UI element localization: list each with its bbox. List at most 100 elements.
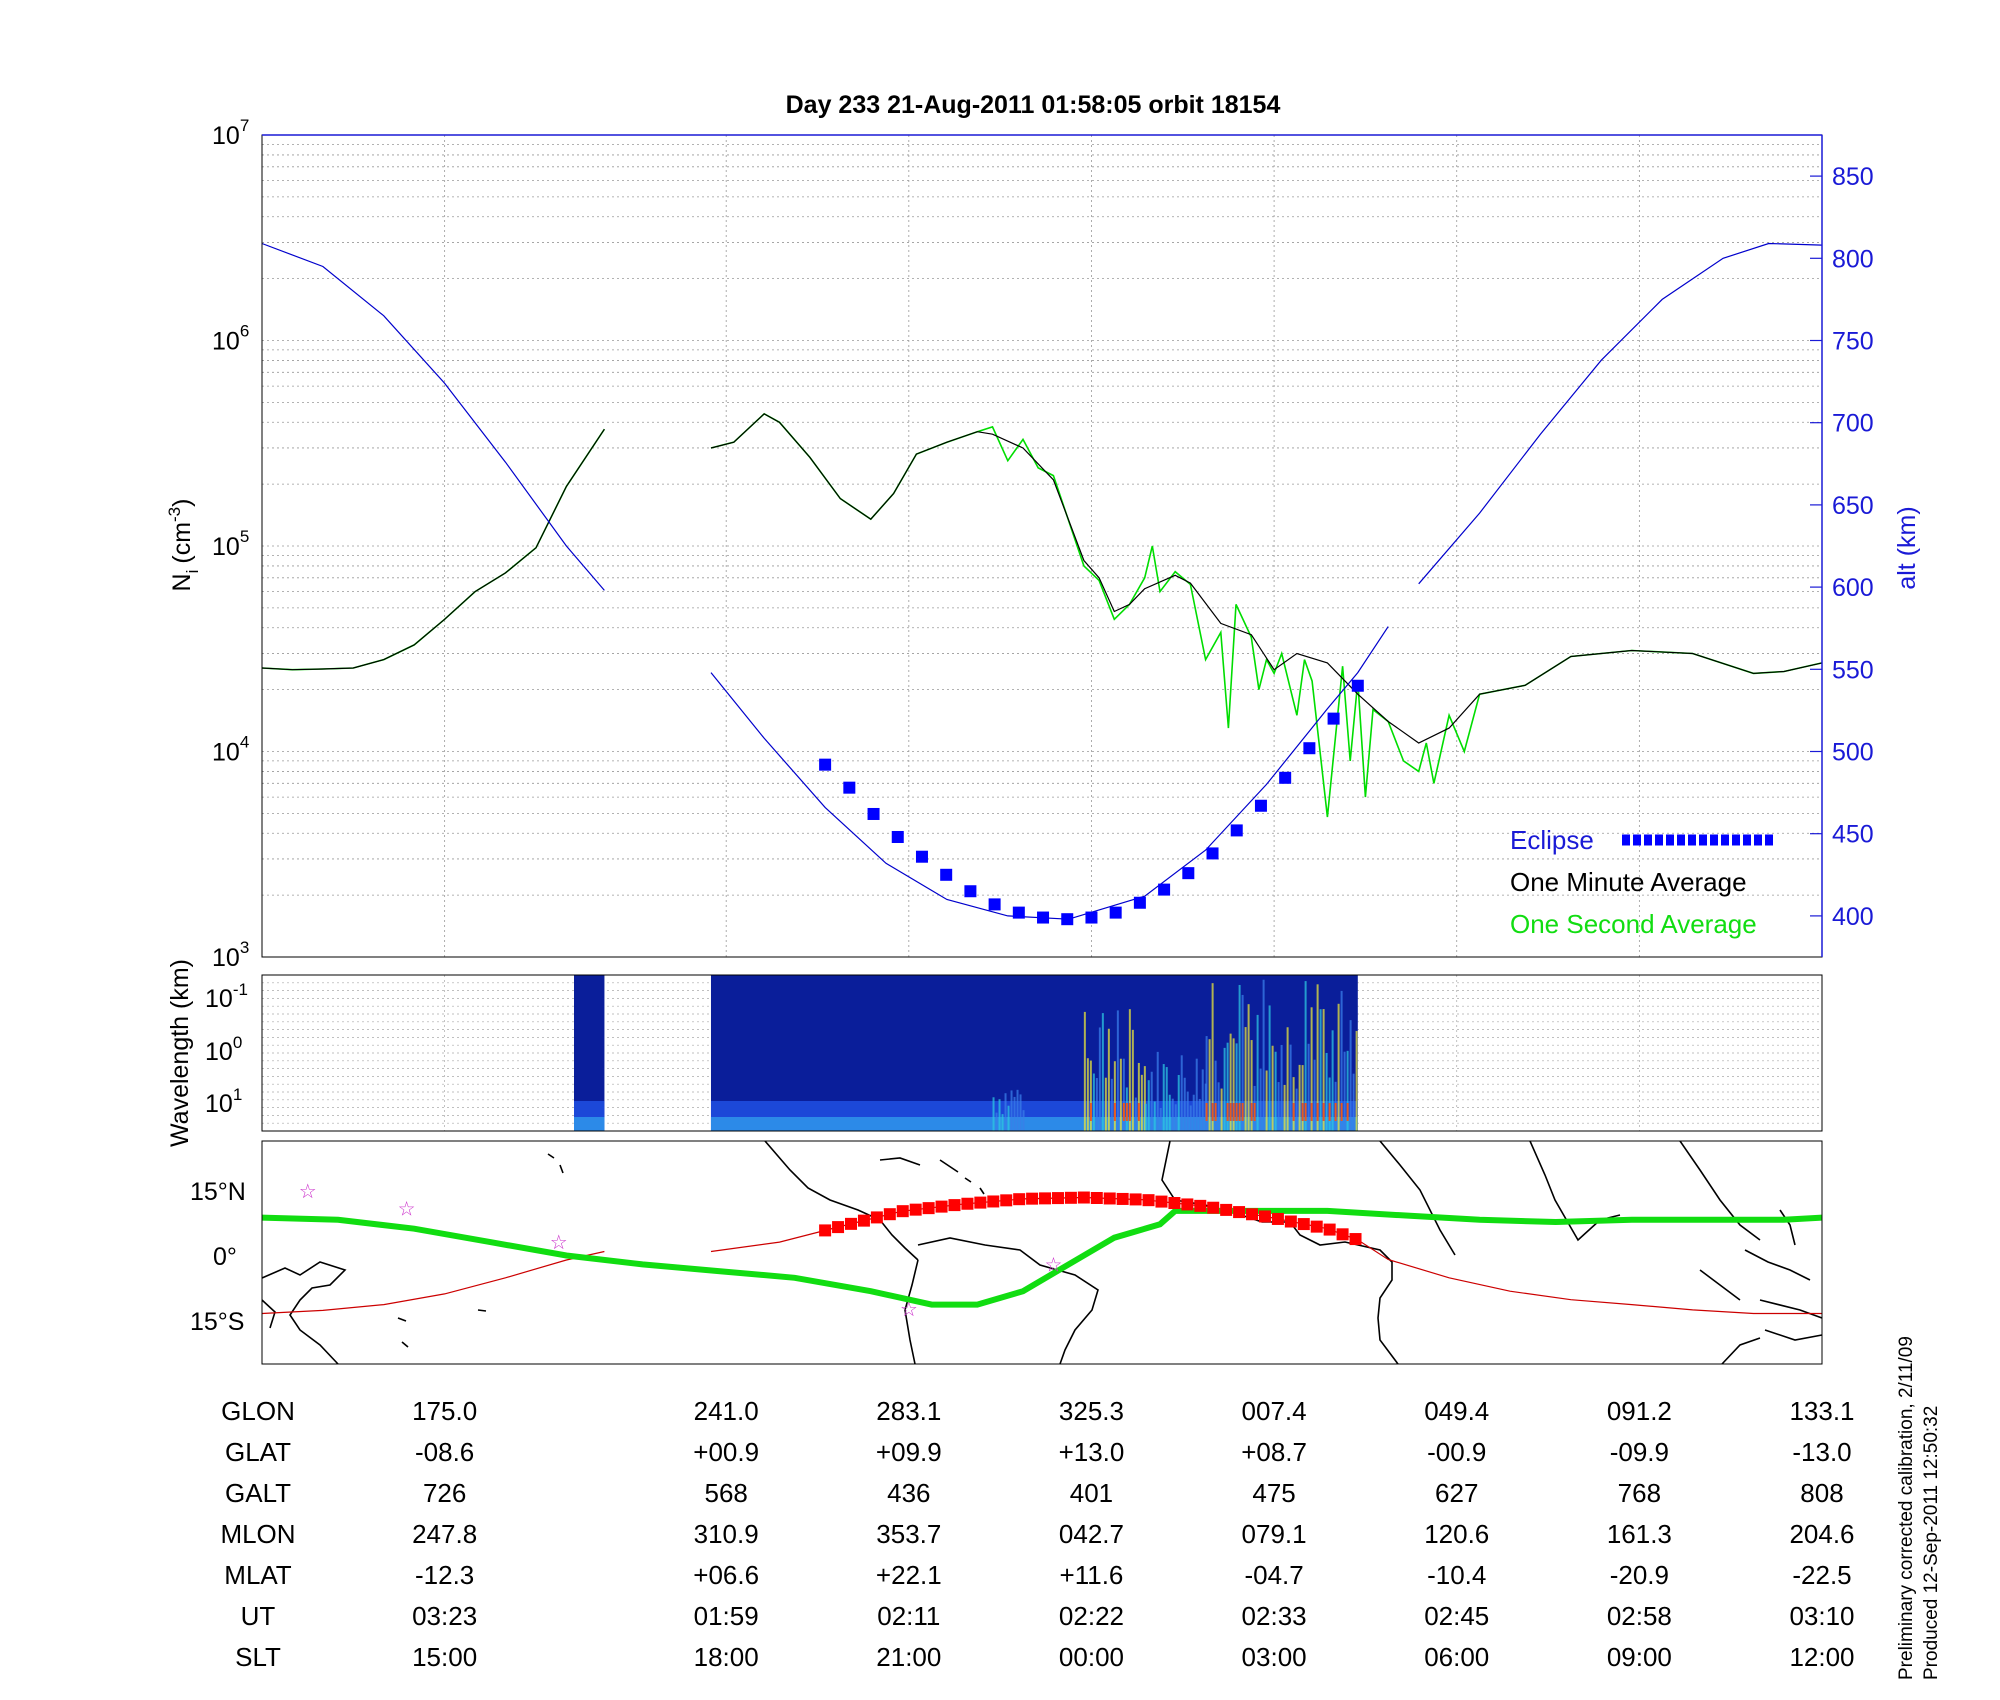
eclipse-track-marker <box>922 1202 935 1215</box>
eclipse-track-marker <box>1336 1228 1349 1241</box>
eclipse-marker <box>1351 679 1364 692</box>
table-cell: +08.7 <box>1241 1437 1307 1467</box>
eclipse-track-marker <box>1000 1194 1013 1207</box>
table-cell: -13.0 <box>1792 1437 1851 1467</box>
spectrogram-streak <box>1150 1071 1153 1131</box>
eclipse-marker <box>1012 906 1025 919</box>
australia-west-outline <box>261 1299 276 1329</box>
pacific-islands <box>397 1309 487 1348</box>
eclipse-track-marker <box>1323 1223 1336 1236</box>
wavelength-spectrogram <box>574 975 1358 1131</box>
density-tick-label: 105 <box>212 527 249 561</box>
spectrogram-streak <box>1334 1103 1337 1121</box>
spectrogram-streak <box>1331 1030 1334 1131</box>
spectrogram-streak <box>1307 1043 1310 1131</box>
density-tick-label: 107 <box>212 116 249 150</box>
spectrogram-streak <box>1101 1013 1104 1131</box>
eclipse-track-marker <box>1039 1192 1052 1205</box>
table-cell: 161.3 <box>1607 1519 1672 1549</box>
indonesia-outline <box>1699 1249 1823 1319</box>
eclipse-marker <box>940 868 953 881</box>
density-y-ticks: 103 104 105 106 107 <box>212 116 249 972</box>
altitude-ticks: 400 450 500 550 600 650 700 750 800 850 <box>1810 163 1874 931</box>
south-america-east-coast <box>917 1237 1099 1365</box>
table-cell: 09:00 <box>1607 1642 1672 1672</box>
spectrogram-streak <box>1113 1103 1116 1121</box>
eclipse-track-marker <box>1271 1212 1284 1225</box>
spectrogram-streak <box>1328 1103 1331 1121</box>
spectrogram-streak <box>1235 1103 1238 1121</box>
eclipse-track-marker <box>883 1208 896 1221</box>
table-cell: 726 <box>423 1478 466 1508</box>
table-cell: 18:00 <box>694 1642 759 1672</box>
eclipse-track-marker <box>1013 1193 1026 1206</box>
spectrogram-streak <box>1292 1103 1295 1121</box>
eclipse-track-marker <box>1349 1233 1362 1246</box>
geomagnetic-equator-line <box>261 1207 1823 1308</box>
table-cell: 627 <box>1435 1478 1478 1508</box>
table-cell: -08.6 <box>415 1437 474 1467</box>
spectrogram-streak <box>1156 1051 1159 1131</box>
table-cell: 03:00 <box>1242 1642 1307 1672</box>
eclipse-track-marker <box>1051 1192 1064 1205</box>
spectrogram-streak <box>1211 1103 1214 1121</box>
altitude-tick-label: 400 <box>1832 903 1874 931</box>
altitude-line <box>1418 242 1823 585</box>
spectrogram-streak <box>1159 1107 1162 1131</box>
wavelength-frame <box>261 974 1823 1132</box>
chart-title: Day 233 21-Aug-2011 01:58:05 orbit 18154 <box>786 91 1281 119</box>
spectrogram-streak <box>1241 994 1244 1131</box>
eclipse-marker <box>988 898 1001 911</box>
spectrogram-streak <box>1095 1078 1098 1131</box>
density-panel: 103 104 105 106 107 400 450 500 550 600 650 700 750… <box>165 116 1921 972</box>
table-cell: -20.9 <box>1610 1560 1669 1590</box>
spectrogram-streak <box>1092 1073 1095 1131</box>
spectrogram-streak <box>1001 1114 1004 1131</box>
table-cell: 475 <box>1252 1478 1295 1508</box>
spectrogram-streak <box>1313 1059 1316 1131</box>
eclipse-marker <box>964 885 977 898</box>
spectrogram-streak <box>1322 1103 1325 1121</box>
altitude-tick-label: 600 <box>1832 574 1874 602</box>
table-cell: 120.6 <box>1424 1519 1489 1549</box>
eclipse-track-marker <box>961 1197 974 1210</box>
spectrogram-streak <box>1089 1060 1092 1131</box>
eclipse-track-marker <box>1310 1220 1323 1233</box>
spectrogram-streak <box>1343 1051 1346 1131</box>
spectrogram-streak <box>1165 1067 1168 1131</box>
table-cell: +06.6 <box>693 1560 759 1590</box>
eclipse-track-marker <box>1077 1191 1090 1204</box>
magnetic-station-star: ☆ <box>900 1299 918 1321</box>
spectrogram-streak <box>1223 1047 1226 1131</box>
spectrogram-streak <box>1022 1110 1025 1131</box>
table-cell: 091.2 <box>1607 1396 1672 1426</box>
australia-outline <box>261 1261 347 1365</box>
eclipse-track-marker <box>1284 1215 1297 1228</box>
table-cell: 568 <box>704 1478 747 1508</box>
spectrogram-streak <box>1259 1068 1262 1131</box>
table-cell: 133.1 <box>1789 1396 1854 1426</box>
spectrogram-streak <box>1301 1103 1304 1121</box>
spectrogram-streak <box>1186 1091 1189 1131</box>
eclipse-track-marker <box>1103 1192 1116 1205</box>
density-tick-label: 104 <box>212 733 249 767</box>
legend: Eclipse One Minute Average One Second Av… <box>1510 825 1775 939</box>
spectrogram-streak <box>1226 1042 1229 1131</box>
table-cell: +09.9 <box>876 1437 942 1467</box>
eclipse-marker <box>891 830 904 843</box>
eclipse-track-marker <box>1129 1193 1142 1206</box>
spectrogram-streak <box>998 1099 1001 1131</box>
spectrogram-streak <box>1277 1082 1280 1131</box>
red-sea-outline <box>1379 1140 1456 1256</box>
spectrogram-streak <box>1352 1073 1355 1131</box>
spectrogram-streak <box>1247 1004 1250 1131</box>
density-tick-label: 103 <box>212 938 249 972</box>
table-cell: +22.1 <box>876 1560 942 1590</box>
spectrogram-streak <box>1304 1103 1307 1121</box>
altitude-y-label: alt (km) <box>1893 506 1921 589</box>
spectrogram-streak <box>992 1097 995 1131</box>
spectrogram-streak <box>995 1112 998 1131</box>
spectrogram-streak <box>1250 1103 1253 1121</box>
spectrogram-streak <box>1298 1064 1301 1131</box>
spectrogram-streak <box>1128 1103 1131 1121</box>
